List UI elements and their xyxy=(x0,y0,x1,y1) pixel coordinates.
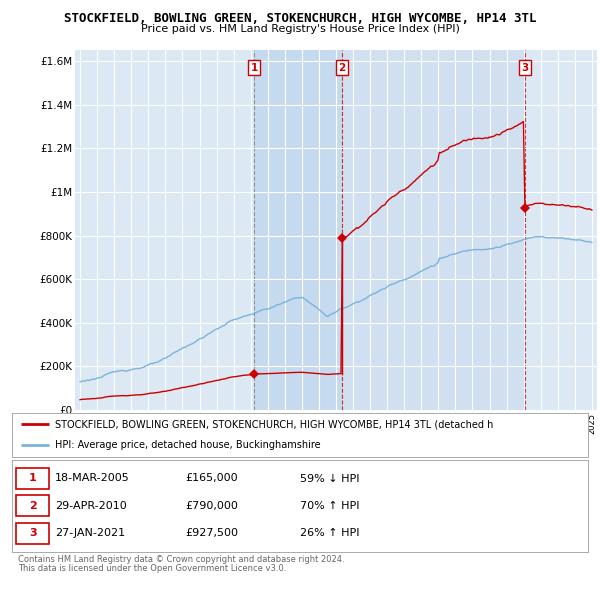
Text: STOCKFIELD, BOWLING GREEN, STOKENCHURCH, HIGH WYCOMBE, HP14 3TL (detached h: STOCKFIELD, BOWLING GREEN, STOKENCHURCH,… xyxy=(55,419,494,429)
Text: Contains HM Land Registry data © Crown copyright and database right 2024.: Contains HM Land Registry data © Crown c… xyxy=(18,555,344,563)
Text: 1: 1 xyxy=(251,63,258,73)
Text: 18-MAR-2005: 18-MAR-2005 xyxy=(55,474,130,483)
Text: £165,000: £165,000 xyxy=(185,474,238,483)
Text: 2: 2 xyxy=(29,501,37,511)
Text: £927,500: £927,500 xyxy=(185,529,238,538)
Text: 3: 3 xyxy=(29,529,37,538)
Text: 1: 1 xyxy=(29,474,37,483)
FancyBboxPatch shape xyxy=(16,468,49,489)
Text: This data is licensed under the Open Government Licence v3.0.: This data is licensed under the Open Gov… xyxy=(18,564,286,573)
Text: 26% ↑ HPI: 26% ↑ HPI xyxy=(300,529,359,538)
Text: 70% ↑ HPI: 70% ↑ HPI xyxy=(300,501,359,511)
Text: 59% ↓ HPI: 59% ↓ HPI xyxy=(300,474,359,483)
Text: £790,000: £790,000 xyxy=(185,501,238,511)
Text: 27-JAN-2021: 27-JAN-2021 xyxy=(55,529,125,538)
FancyBboxPatch shape xyxy=(16,496,49,516)
Text: 3: 3 xyxy=(521,63,529,73)
Bar xyxy=(254,50,341,410)
Text: HPI: Average price, detached house, Buckinghamshire: HPI: Average price, detached house, Buck… xyxy=(55,440,321,450)
Text: Price paid vs. HM Land Registry's House Price Index (HPI): Price paid vs. HM Land Registry's House … xyxy=(140,24,460,34)
Bar xyxy=(341,50,525,410)
Text: STOCKFIELD, BOWLING GREEN, STOKENCHURCH, HIGH WYCOMBE, HP14 3TL: STOCKFIELD, BOWLING GREEN, STOKENCHURCH,… xyxy=(64,12,536,25)
Text: 29-APR-2010: 29-APR-2010 xyxy=(55,501,127,511)
Text: 2: 2 xyxy=(338,63,345,73)
FancyBboxPatch shape xyxy=(16,523,49,544)
